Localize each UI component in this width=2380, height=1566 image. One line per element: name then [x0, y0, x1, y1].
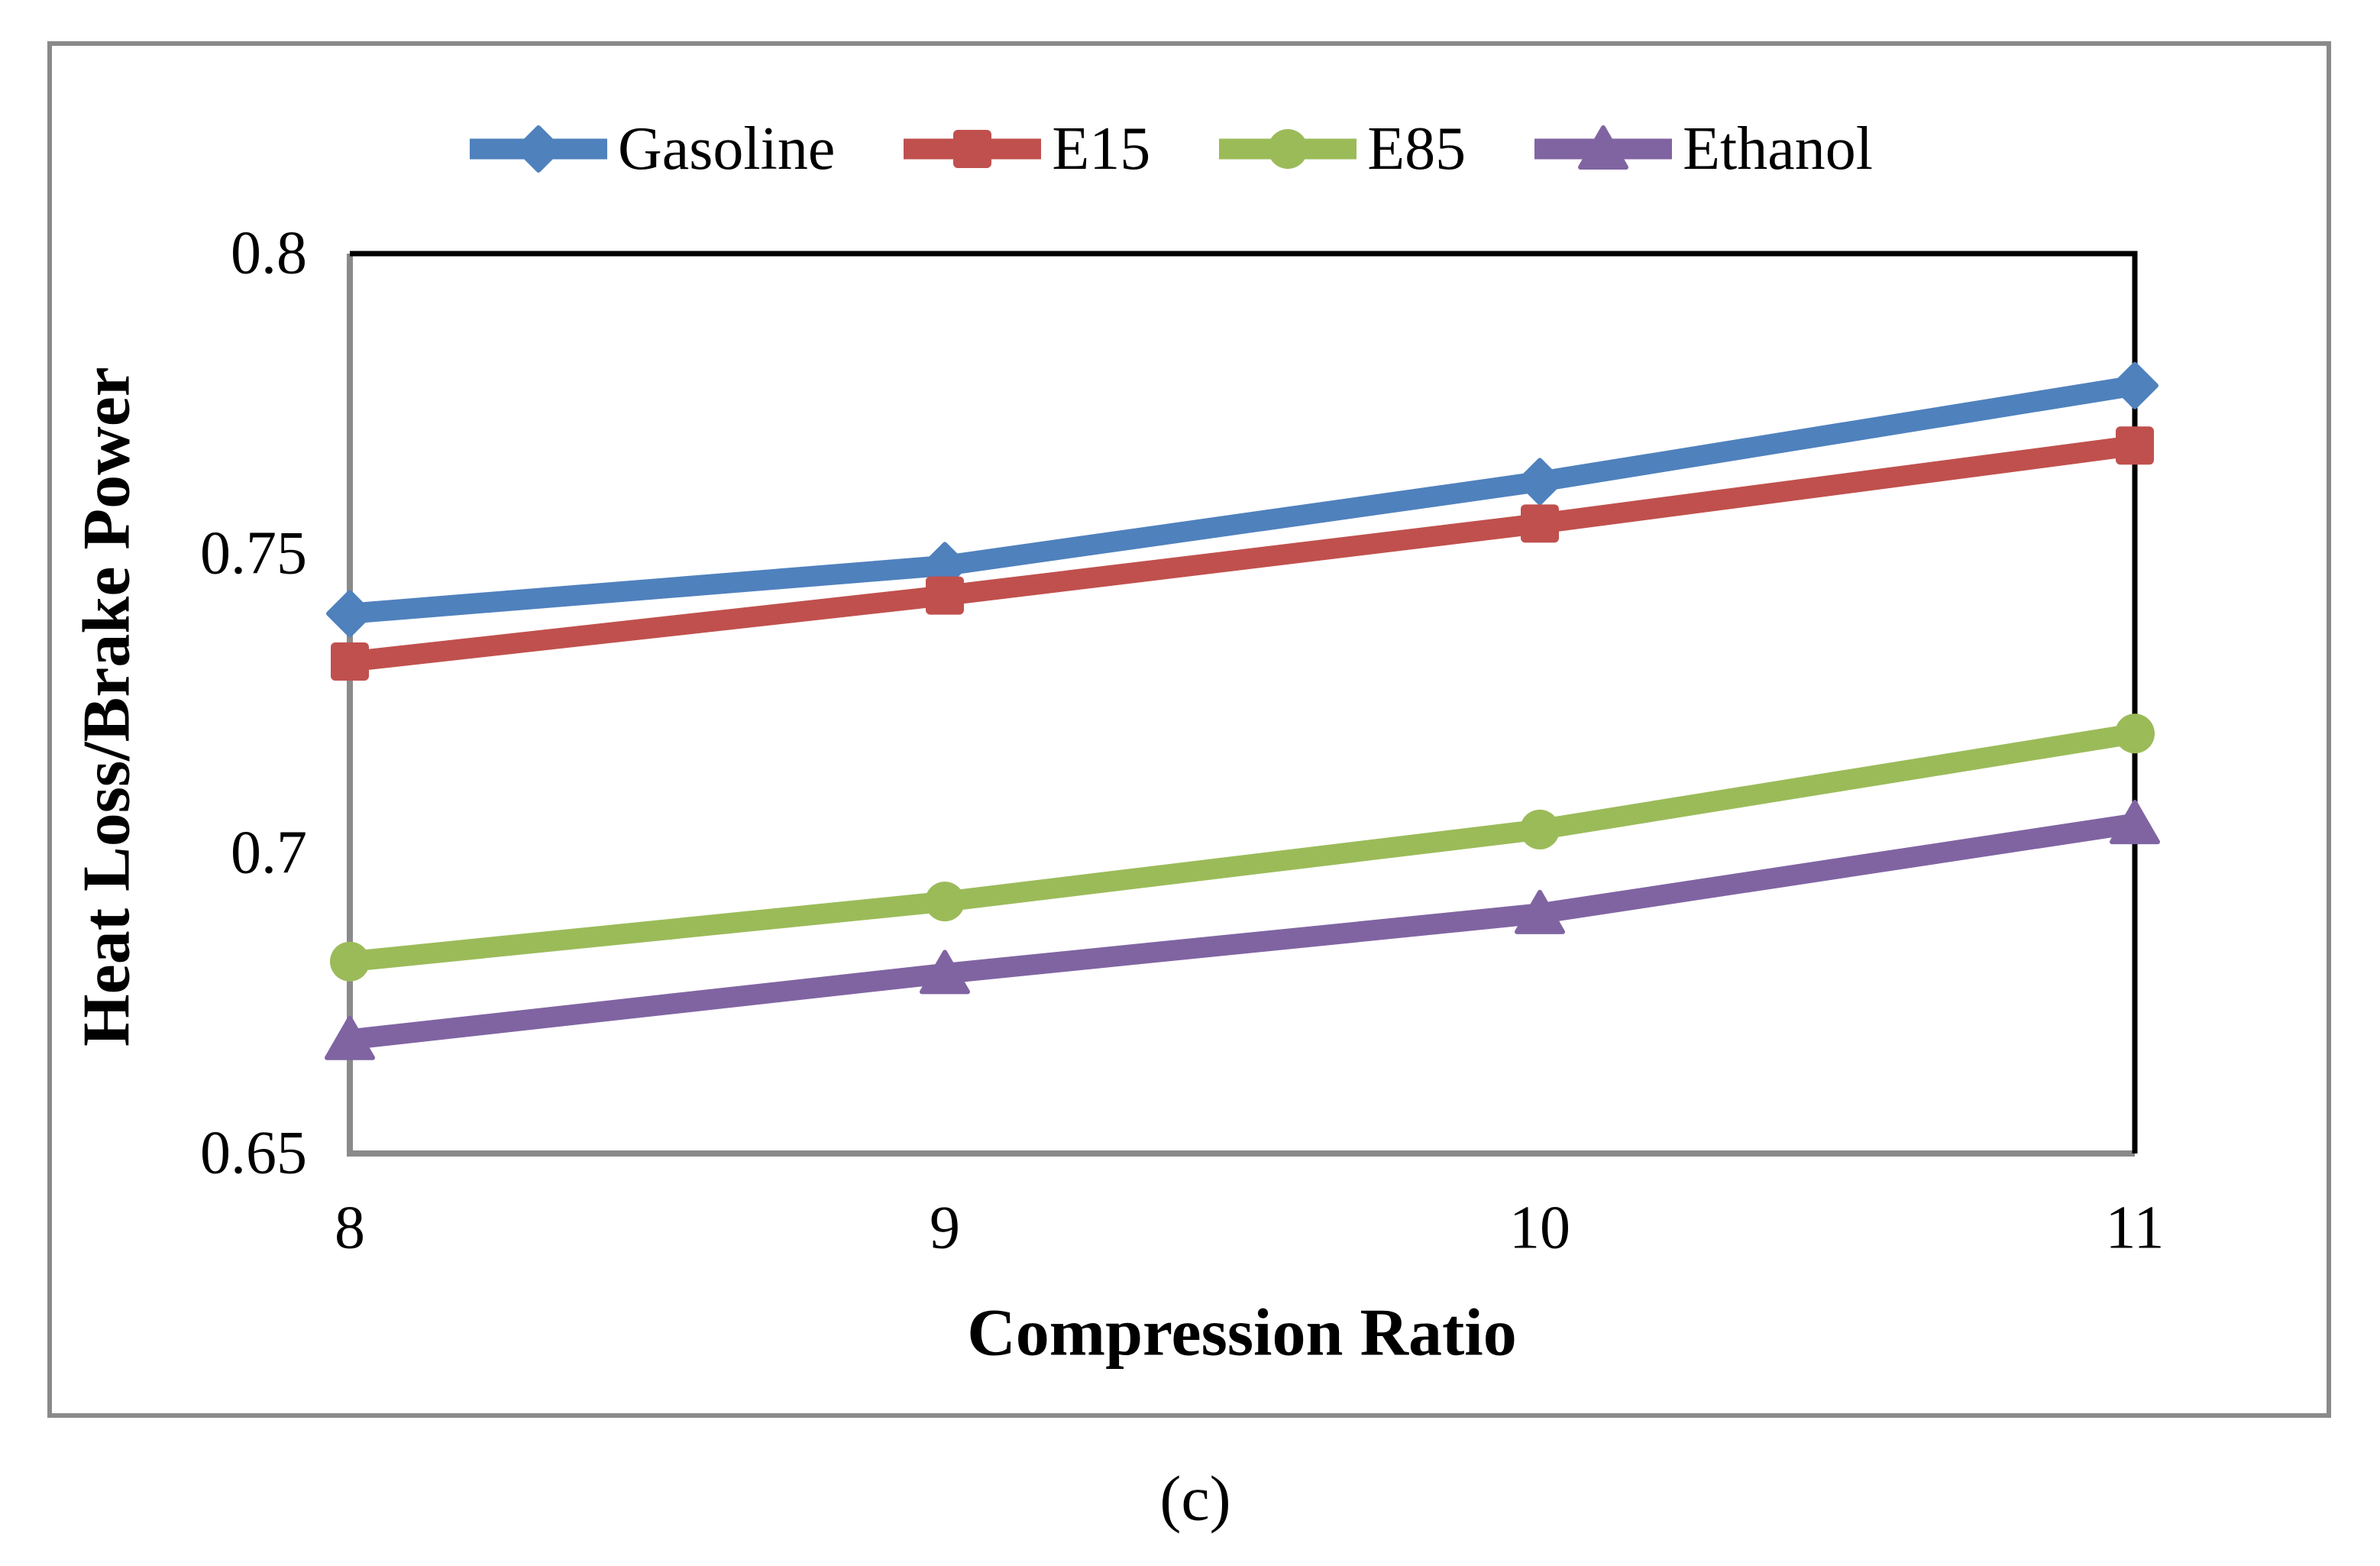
legend-label: E15	[1052, 115, 1151, 183]
plot-frame	[350, 251, 2138, 1153]
data-point-ethanol-10	[1515, 889, 1565, 934]
y-tick-label: 0.75	[200, 519, 307, 587]
figure-caption: (c)	[1159, 1463, 1231, 1535]
data-point-ethanol-11	[2110, 800, 2160, 845]
x-tick-label: 9	[930, 1194, 960, 1262]
chart-border	[47, 41, 2331, 1418]
data-point-ethanol-8	[325, 1015, 375, 1060]
data-point-e85-10	[1520, 809, 1560, 849]
legend: Gasoline E15 E85 Ethanol	[470, 115, 1873, 183]
data-point-gasoline-11	[2111, 361, 2158, 409]
data-point-e15-8	[331, 642, 369, 681]
series-line-e15	[339, 435, 2146, 672]
series-line-e85	[339, 723, 2146, 972]
circle-marker-icon	[1219, 129, 1357, 169]
legend-item-ethanol: Ethanol	[1534, 118, 1873, 180]
y-axis-title: Heat Loss/Brake Power	[70, 367, 144, 1047]
data-point-e15-11	[2116, 426, 2154, 465]
legend-label: Gasoline	[618, 115, 836, 183]
y-tick-label: 0.8	[231, 219, 307, 287]
triangle-marker	[1578, 125, 1629, 170]
x-tick-label: 10	[1509, 1194, 1570, 1262]
legend-item-e15: E15	[904, 118, 1150, 180]
data-point-ethanol-9	[920, 950, 970, 995]
legend-label: Ethanol	[1683, 115, 1873, 183]
x-axis-title: Compression Ratio	[967, 1296, 1517, 1370]
square-marker	[953, 130, 992, 168]
legend-label: E85	[1367, 115, 1466, 183]
data-point-gasoline-10	[1516, 458, 1563, 506]
diamond-marker	[515, 125, 562, 173]
axis-lines	[347, 254, 2135, 1157]
legend-item-e85: E85	[1219, 118, 1466, 180]
x-tick-label: 8	[335, 1194, 365, 1262]
series-line-ethanol	[339, 813, 2146, 1050]
circle-marker	[1268, 129, 1308, 169]
data-point-e85-9	[925, 882, 965, 922]
data-point-e85-8	[330, 941, 370, 982]
y-tick-label: 0.7	[231, 819, 307, 887]
data-point-e15-9	[926, 576, 964, 615]
diamond-marker-icon	[470, 125, 607, 173]
x-tick-label: 11	[2105, 1194, 2165, 1262]
triangle-marker-icon	[1534, 125, 1673, 170]
legend-item-gasoline: Gasoline	[470, 118, 835, 180]
square-marker-icon	[904, 130, 1042, 168]
series-line-gasoline	[339, 375, 2146, 624]
y-tick-label: 0.65	[200, 1119, 307, 1187]
data-point-e85-11	[2115, 713, 2155, 754]
data-point-gasoline-8	[326, 590, 373, 638]
data-point-e15-10	[1521, 504, 1559, 543]
